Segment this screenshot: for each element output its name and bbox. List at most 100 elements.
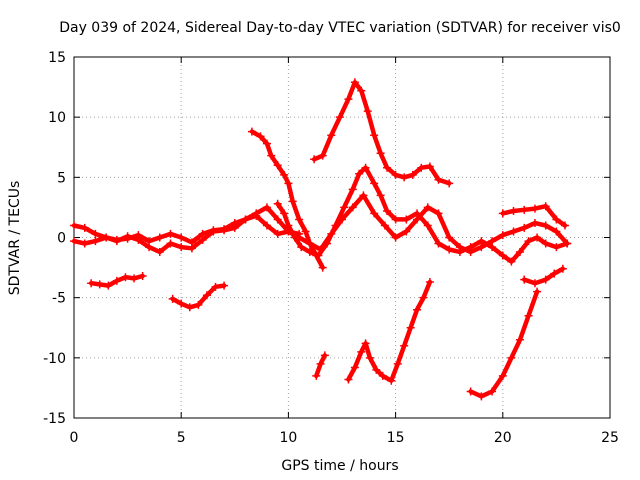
data-point (256, 132, 265, 141)
data-point (112, 276, 121, 285)
series-trace (311, 80, 452, 186)
data-point (445, 233, 454, 242)
data-point (241, 215, 250, 224)
data-point (95, 280, 104, 289)
data-point (391, 233, 400, 242)
y-tick-label: 5 (57, 170, 66, 186)
data-point (155, 247, 164, 256)
data-point (391, 170, 400, 179)
x-tick-label: 25 (601, 430, 619, 446)
data-point (425, 278, 434, 287)
data-point (363, 107, 372, 116)
data-point (417, 163, 426, 172)
data-point (138, 272, 147, 281)
data-point (70, 237, 78, 246)
data-point (413, 209, 422, 218)
data-point (211, 282, 220, 291)
chart-title: Day 039 of 2024, Sidereal Day-to-day VTE… (59, 20, 621, 36)
data-point (267, 151, 276, 160)
data-point (123, 234, 132, 243)
data-point (406, 323, 415, 332)
data-point (558, 264, 567, 273)
data-point (344, 95, 353, 104)
data-point (425, 162, 434, 171)
data-point (466, 387, 475, 396)
data-point (434, 175, 443, 184)
data-point (305, 239, 314, 248)
data-point (383, 163, 392, 172)
data-point (166, 239, 175, 248)
data-point (541, 221, 550, 230)
data-point (361, 163, 370, 172)
data-point (305, 247, 314, 256)
data-point (563, 239, 572, 248)
data-point (400, 173, 409, 182)
x-tick-label: 5 (177, 430, 186, 446)
data-point (327, 131, 336, 140)
data-point (202, 291, 211, 300)
data-point (145, 237, 154, 246)
data-point (209, 226, 218, 235)
series-arc-8 (498, 202, 569, 230)
data-point (262, 221, 271, 230)
y-axis: -15 -10 -5 0 5 10 15 (43, 50, 610, 427)
data-point (434, 239, 443, 248)
data-point (359, 191, 368, 200)
data-point (455, 247, 464, 256)
series-trace (71, 213, 302, 246)
data-point (112, 235, 121, 244)
series-trace (275, 165, 570, 264)
data-point (348, 185, 357, 194)
data-point (185, 303, 194, 312)
data-point (230, 219, 239, 228)
x-tick-label: 15 (387, 430, 405, 446)
data-point (380, 221, 389, 230)
data-point (524, 311, 533, 320)
data-point (262, 203, 271, 212)
data-point (550, 269, 559, 278)
series-arc-4 (168, 281, 229, 312)
data-point (348, 203, 357, 212)
x-tick-label: 10 (279, 430, 297, 446)
data-point (220, 225, 229, 234)
data-point (316, 359, 325, 368)
data-point (280, 170, 289, 179)
data-point (295, 229, 304, 238)
data-point (552, 243, 561, 252)
x-tick-label: 0 (70, 430, 79, 446)
data-point (194, 300, 203, 309)
data-point (331, 221, 340, 230)
data-point (498, 251, 507, 260)
series-trace (71, 193, 570, 255)
data-point (288, 197, 297, 206)
data-point (402, 215, 411, 224)
data-point (344, 375, 353, 384)
data-point (445, 179, 454, 188)
data-point (102, 233, 111, 242)
data-point (318, 151, 327, 160)
y-tick-label: -5 (52, 291, 66, 307)
data-point (220, 281, 229, 290)
data-point (290, 233, 299, 242)
data-point (166, 229, 175, 238)
data-point (314, 251, 323, 260)
data-point (387, 376, 396, 385)
data-point (477, 237, 486, 246)
data-point (507, 257, 516, 266)
series-trace (468, 289, 540, 399)
data-point (70, 221, 78, 230)
series-arc-9 (520, 264, 567, 288)
data-point (400, 341, 409, 350)
series-trace (249, 129, 325, 270)
y-tick-label: -15 (43, 411, 66, 427)
series-arc-5 (247, 127, 327, 272)
data-point (509, 227, 518, 236)
data-point (402, 227, 411, 236)
data-point (320, 351, 329, 360)
data-point (560, 221, 569, 230)
data-point (376, 191, 385, 200)
data-point (87, 279, 96, 288)
y-axis-label: SDTVAR / TECUs (7, 181, 23, 296)
data-point (355, 169, 364, 178)
